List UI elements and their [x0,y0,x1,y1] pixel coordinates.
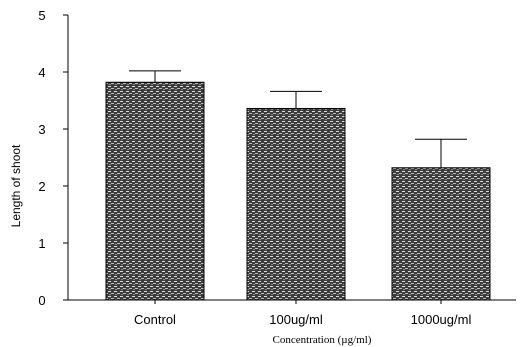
y-tick-label: 4 [38,65,45,80]
bar-100ug-ml [246,107,346,301]
y-axis-label: Length of shoot [9,144,23,227]
bars-group [105,81,491,301]
y-tick-label: 3 [38,122,45,137]
error-bars-group [129,70,467,168]
y-tick-label: 0 [38,293,45,308]
y-tick-label: 2 [38,179,45,194]
x-category-label: 100ug/ml [269,312,323,327]
x-axis-label: Concentration (µg/ml) [273,334,372,346]
bar-control [105,81,205,301]
y-tick-label: 1 [38,236,45,251]
x-category-label: Control [134,312,176,327]
y-axis-ticks: 0 1 2 3 4 5 [38,8,68,308]
x-axis-tick-labels: Control 100ug/ml 1000ug/ml [134,300,471,327]
bar-1000ug-ml [391,167,491,301]
y-tick-label: 5 [38,8,45,23]
x-category-label: 1000ug/ml [411,312,472,327]
